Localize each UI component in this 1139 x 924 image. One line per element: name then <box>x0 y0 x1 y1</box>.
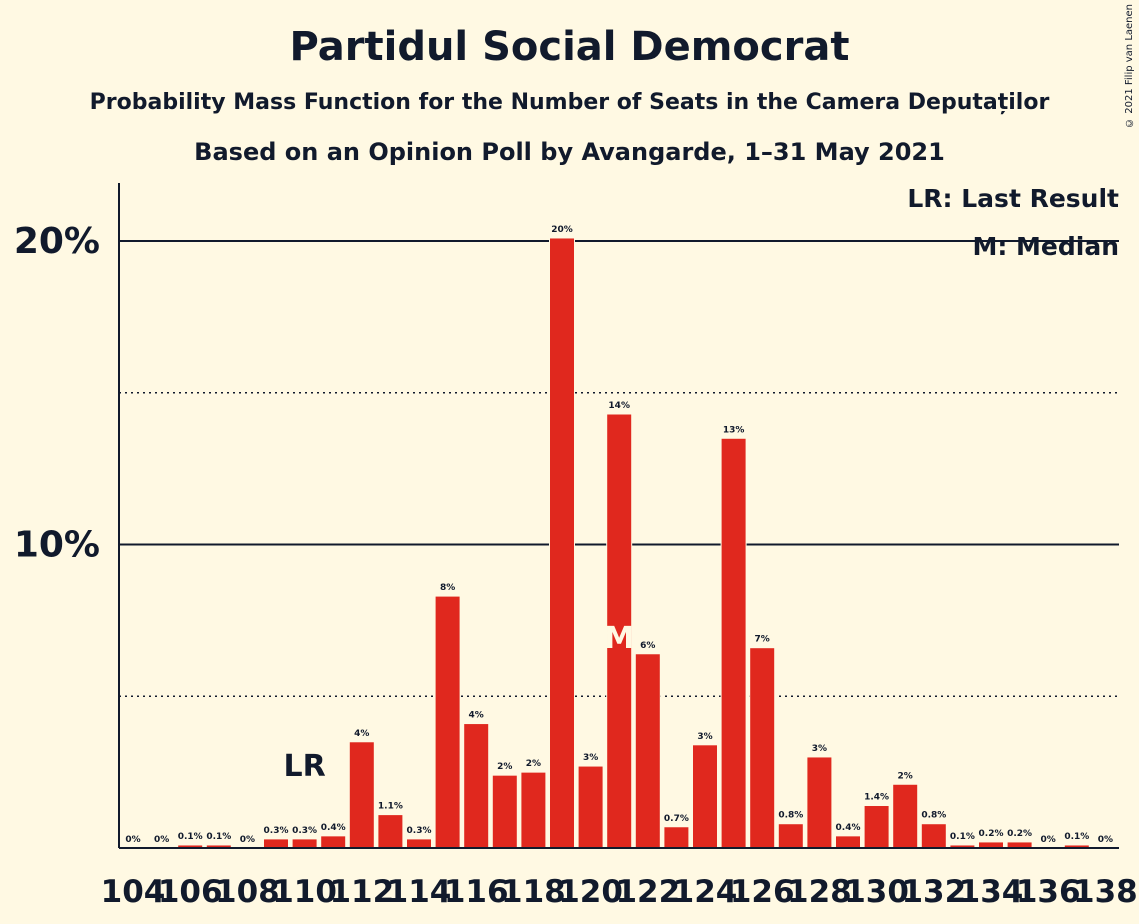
x-tick-label: 120 <box>558 874 623 910</box>
bar-value-label: 0% <box>240 835 255 845</box>
bar <box>520 771 547 849</box>
bar-value-label: 2% <box>497 762 512 772</box>
median-marker: M <box>604 621 634 656</box>
bar-value-label: 6% <box>640 641 655 651</box>
bar <box>920 823 947 849</box>
bar-value-label: 4% <box>354 729 369 739</box>
x-tick-label: 132 <box>901 874 966 910</box>
bar <box>406 838 432 849</box>
bar <box>577 765 604 849</box>
bar-value-label: 3% <box>812 744 827 754</box>
x-tick-label: 130 <box>844 874 909 910</box>
bar <box>892 783 919 849</box>
x-tick-label: 106 <box>158 874 223 910</box>
bar <box>634 653 661 849</box>
bar <box>835 835 861 849</box>
bar <box>549 237 575 849</box>
bar <box>348 741 375 849</box>
bar-value-label: 0% <box>1098 835 1113 845</box>
bar <box>749 647 776 849</box>
bar-value-label: 2% <box>898 771 913 781</box>
last-result-marker: LR <box>283 749 325 784</box>
bar-value-label: 4% <box>469 711 484 721</box>
bar <box>491 774 518 849</box>
bar-value-label: 20% <box>551 225 573 235</box>
bar-value-label: 7% <box>755 635 770 645</box>
bar <box>777 823 804 849</box>
bar-value-label: 0.2% <box>979 829 1004 839</box>
x-tick-label: 104 <box>101 874 166 910</box>
x-tick-label: 114 <box>387 874 452 910</box>
bar-value-label: 0.3% <box>292 826 317 836</box>
bar-value-label: 0.1% <box>206 832 231 842</box>
chart-subtitle-source: Based on an Opinion Poll by Avangarde, 1… <box>194 138 945 166</box>
bar-value-label: 0.8% <box>921 811 946 821</box>
chart-title: Partidul Social Democrat <box>289 24 850 70</box>
bar <box>291 838 318 849</box>
x-tick-label: 108 <box>215 874 280 910</box>
y-tick-label: 10% <box>14 525 100 566</box>
x-tick-label: 116 <box>444 874 509 910</box>
x-tick-label: 112 <box>329 874 394 910</box>
bar-value-label: 0.8% <box>778 811 803 821</box>
bar <box>663 826 690 849</box>
bar-value-label: 0% <box>1041 835 1056 845</box>
bar-value-label: 3% <box>583 753 598 763</box>
bar-value-label: 0.1% <box>950 832 975 842</box>
bar-value-label: 0.4% <box>321 823 346 833</box>
bar <box>720 437 747 849</box>
bar-value-label: 14% <box>608 401 630 411</box>
x-tick-label: 126 <box>730 874 795 910</box>
bar-value-label: 0% <box>154 835 169 845</box>
bar <box>434 595 461 849</box>
bar <box>377 814 404 849</box>
x-tick-label: 134 <box>959 874 1024 910</box>
bar <box>806 756 833 849</box>
x-tick-label: 124 <box>673 874 738 910</box>
x-tick-label: 138 <box>1073 874 1138 910</box>
bar-value-label: 0.3% <box>264 826 289 836</box>
bar-value-label: 3% <box>697 732 712 742</box>
legend-last-result: LR: Last Result <box>907 184 1119 213</box>
bar-value-label: 2% <box>526 759 541 769</box>
bar <box>463 723 490 849</box>
bar-value-label: 1.1% <box>378 802 403 812</box>
x-tick-label: 110 <box>272 874 337 910</box>
bar-value-label: 8% <box>440 583 455 593</box>
bar-value-label: 0.1% <box>178 832 203 842</box>
bar <box>320 835 347 849</box>
bar-value-label: 0% <box>125 835 140 845</box>
x-tick-label: 128 <box>787 874 852 910</box>
bar-value-label: 13% <box>723 425 745 435</box>
bar-value-label: 0.2% <box>1007 829 1032 839</box>
x-tick-label: 122 <box>615 874 680 910</box>
bar-value-label: 0.4% <box>836 823 861 833</box>
bar-value-label: 0.7% <box>664 814 689 824</box>
y-tick-label: 20% <box>14 221 100 262</box>
bar <box>863 805 890 849</box>
chart-subtitle: Probability Mass Function for the Number… <box>89 90 1050 115</box>
bar <box>263 838 289 849</box>
bar-value-label: 0.3% <box>407 826 432 836</box>
x-tick-label: 118 <box>501 874 566 910</box>
bar <box>692 744 718 849</box>
bar-value-label: 0.1% <box>1064 832 1089 842</box>
x-tick-label: 136 <box>1016 874 1081 910</box>
legend-median: M: Median <box>972 232 1119 261</box>
bar <box>606 413 633 849</box>
bar-value-label: 1.4% <box>864 793 889 803</box>
